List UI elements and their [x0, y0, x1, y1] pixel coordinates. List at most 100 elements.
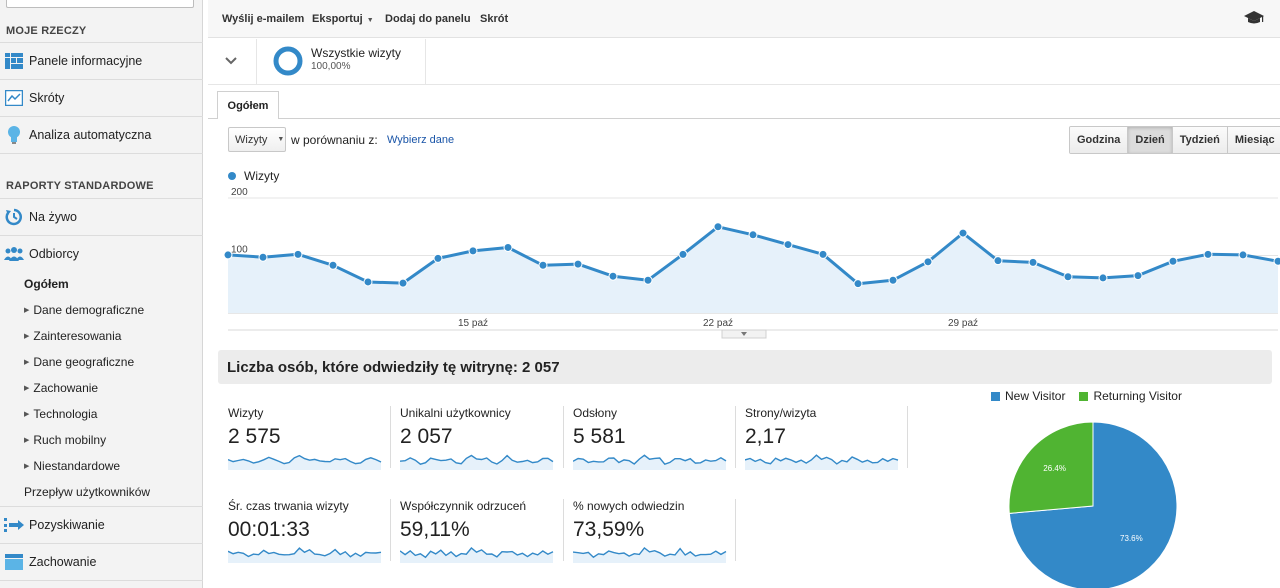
sidebar-subitem-technology[interactable]: ▶ Technologia [24, 407, 98, 421]
data-point[interactable] [713, 222, 723, 232]
graduation-cap-icon[interactable] [1244, 11, 1264, 28]
metric-sparkline [745, 454, 899, 470]
data-point[interactable] [398, 278, 408, 288]
sidebar-item-acquisition[interactable]: Pozyskiwanie [0, 506, 203, 542]
granularity-hour-button[interactable]: Godzina [1070, 127, 1129, 153]
sidebar-item-realtime[interactable]: Na żywo [0, 198, 203, 234]
sidebar-subitem-users-flow[interactable]: Przepływ użytkowników [24, 485, 151, 499]
summary-heading: Liczba osób, które odwiedziły tę witrynę… [218, 350, 1272, 384]
sidebar-item-shortcuts[interactable]: Skróty [0, 79, 203, 115]
legend-item-returning-visitor[interactable]: Returning Visitor [1079, 389, 1182, 403]
data-point[interactable] [363, 277, 373, 287]
report-search-input[interactable] [6, 0, 194, 8]
shortcut-button[interactable]: Skrót [480, 13, 509, 25]
data-point[interactable] [433, 253, 443, 263]
behavior-layout-icon [3, 551, 25, 573]
legend-swatch [1079, 391, 1089, 401]
data-point[interactable] [1273, 256, 1280, 266]
data-point[interactable] [573, 259, 583, 269]
audience-people-icon [3, 243, 25, 265]
data-point[interactable] [1133, 271, 1143, 281]
tab-overview[interactable]: Ogółem [217, 91, 279, 119]
data-point[interactable] [818, 249, 828, 259]
data-point[interactable] [783, 240, 793, 250]
realtime-clock-icon [3, 206, 25, 228]
granularity-week-button[interactable]: Tydzień [1172, 127, 1228, 153]
data-point[interactable] [958, 228, 968, 238]
sidebar-subitem-demographics[interactable]: ▶ Dane demograficzne [24, 303, 145, 317]
y-tick-label: 200 [231, 188, 248, 198]
data-point[interactable] [748, 230, 758, 240]
granularity-day-button[interactable]: Dzień [1128, 127, 1173, 153]
metric-card[interactable]: Unikalni użytkownicy 2 057 [400, 406, 570, 478]
data-point[interactable] [328, 260, 338, 270]
shortcut-chart-icon [3, 87, 25, 109]
metric-card[interactable]: % nowych odwiedzin 73,59% [573, 499, 743, 571]
data-point[interactable] [1028, 257, 1038, 267]
pie-slice-label: 73.6% [1120, 534, 1143, 543]
chevron-down-icon[interactable] [224, 55, 238, 69]
sidebar-subitem-geo[interactable]: ▶ Dane geograficzne [24, 355, 135, 369]
tab-underline [208, 118, 1280, 119]
sidebar-item-label: Panele informacyjne [29, 53, 143, 68]
expand-triangle-icon: ▶ [24, 385, 30, 392]
data-point[interactable] [993, 256, 1003, 266]
email-button[interactable]: Wyślij e-mailem [222, 13, 305, 25]
sidebar-item-label: Analiza automatyczna [29, 127, 152, 142]
pie-slice[interactable] [1008, 421, 1094, 514]
sidebar-subitem-overview[interactable]: Ogółem [24, 277, 69, 291]
data-point[interactable] [1238, 250, 1248, 260]
add-to-dashboard-button[interactable]: Dodaj do panelu [385, 13, 471, 25]
metric-card[interactable]: Wizyty 2 575 [228, 406, 398, 478]
data-point[interactable] [258, 252, 268, 262]
sidebar-item-label: Skróty [29, 90, 65, 105]
metric-label: Współczynnik odrzuceń [400, 499, 527, 513]
sparkline-area [228, 548, 381, 563]
sidebar-subitem-interests[interactable]: ▶ Zainteresowania [24, 329, 122, 343]
data-point[interactable] [1063, 272, 1073, 282]
sidebar-item-audience[interactable]: Odbiorcy [0, 235, 203, 271]
metric-value: 59,11% [400, 518, 470, 541]
granularity-toggle: Godzina Dzień Tydzień Miesiąc [1069, 126, 1280, 154]
data-point[interactable] [503, 242, 513, 252]
chevron-down-icon: ▼ [366, 17, 374, 24]
data-point[interactable] [538, 260, 548, 270]
pie-legend: New Visitor Returning Visitor [991, 389, 1196, 403]
data-point[interactable] [888, 275, 898, 285]
metric-card[interactable]: Strony/wizyta 2,17 [745, 406, 915, 478]
sidebar-subitem-mobile[interactable]: ▶ Ruch mobilny [24, 433, 107, 447]
metric-value: 2,17 [745, 425, 786, 448]
sparkline-line [228, 454, 382, 465]
sidebar-subitem-custom[interactable]: ▶ Niestandardowe [24, 459, 121, 473]
data-point[interactable] [468, 246, 478, 256]
metric-sparkline [573, 454, 727, 470]
metric-card[interactable]: Odsłony 5 581 [573, 406, 743, 478]
sidebar-item-dashboards[interactable]: Panele informacyjne [0, 42, 203, 78]
sidebar-subitem-behavior[interactable]: ▶ Zachowanie [24, 381, 99, 395]
data-point[interactable] [643, 275, 653, 285]
data-point[interactable] [923, 257, 933, 267]
metric-divider [390, 499, 391, 561]
metric-select[interactable]: Wizyty ▼ [228, 127, 286, 152]
granularity-month-button[interactable]: Miesiąc [1227, 127, 1280, 153]
metric-card[interactable]: Współczynnik odrzuceń 59,11% [400, 499, 570, 571]
chevron-down-icon [741, 332, 747, 336]
data-point[interactable] [1203, 249, 1213, 259]
sparkline-line [573, 547, 727, 559]
sidebar-item-behavior[interactable]: Zachowanie [0, 543, 203, 579]
sidebar-item-label: Odbiorcy [29, 246, 80, 261]
select-metric-link[interactable]: Wybierz dane [387, 134, 455, 146]
legend-item-new-visitor[interactable]: New Visitor [991, 389, 1065, 403]
data-point[interactable] [1168, 256, 1178, 266]
data-point[interactable] [678, 249, 688, 259]
export-button[interactable]: Eksportuj ▼ [312, 13, 374, 25]
sidebar: MOJE RZECZY Panele informacyjne Skróty A… [0, 0, 203, 588]
sidebar-item-intelligence[interactable]: Analiza automatyczna [0, 116, 203, 152]
metric-card[interactable]: Śr. czas trwania wizyty 00:01:33 [228, 499, 398, 571]
data-point[interactable] [853, 279, 863, 289]
segment-card[interactable]: Wszystkie wizyty 100,00% [256, 39, 426, 85]
data-point[interactable] [293, 249, 303, 259]
data-point[interactable] [608, 271, 618, 281]
data-point[interactable] [1098, 273, 1108, 283]
data-point[interactable] [223, 250, 233, 260]
